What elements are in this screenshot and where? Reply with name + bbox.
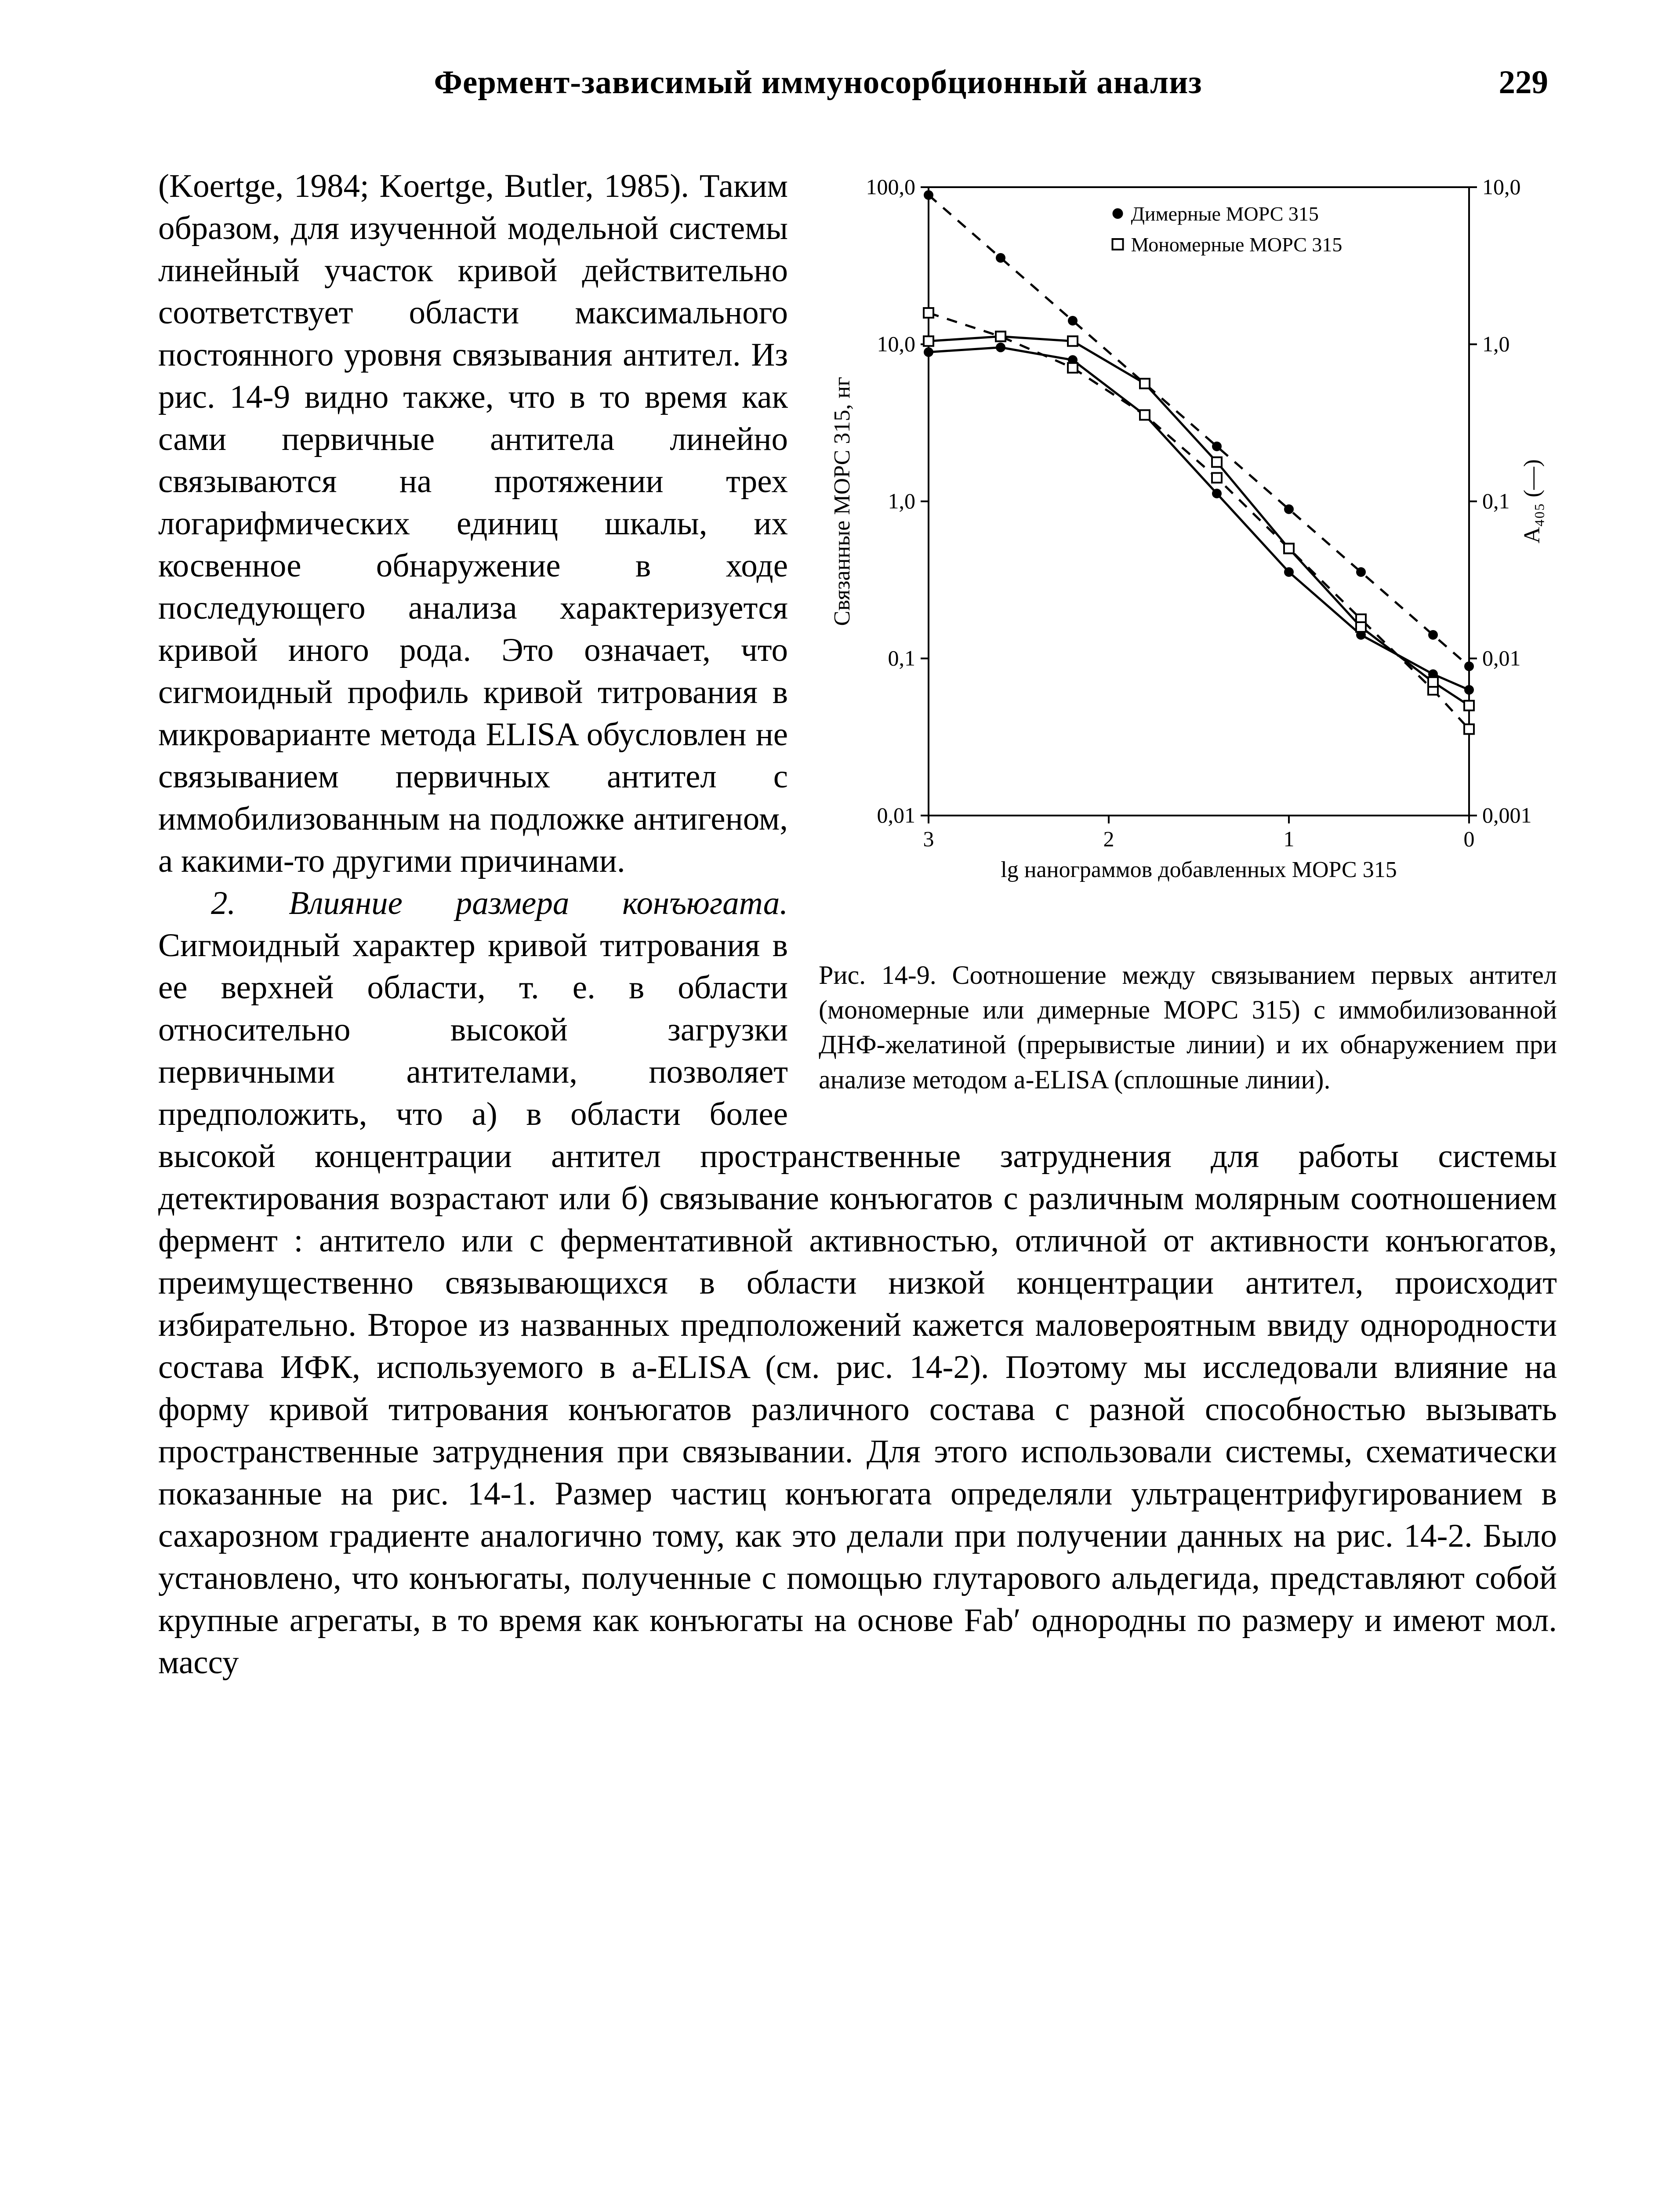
svg-text:Мономерные МОРС 315: Мономерные МОРС 315: [1131, 233, 1343, 256]
svg-text:2: 2: [1103, 827, 1114, 851]
svg-text:0,01: 0,01: [877, 803, 916, 827]
svg-text:100,0: 100,0: [866, 174, 916, 199]
svg-text:0,01: 0,01: [1482, 646, 1521, 671]
running-title: Фермент-зависимый иммуносорбционный анал…: [167, 62, 1469, 104]
svg-text:Связанные МОРС 315, нг: Связанные МОРС 315, нг: [830, 377, 855, 626]
svg-text:0,001: 0,001: [1482, 803, 1532, 827]
svg-text:1: 1: [1284, 827, 1295, 851]
svg-text:0,1: 0,1: [1482, 489, 1510, 513]
svg-text:A₄₀₅ (—): A₄₀₅ (—): [1520, 459, 1545, 544]
page-header: Фермент-зависимый иммуносорбционный анал…: [158, 62, 1557, 104]
svg-text:0: 0: [1464, 827, 1475, 851]
svg-text:1,0: 1,0: [888, 489, 916, 513]
page-content: 3 2 1 0 lg нанограммов добавленных МОРС 315 0…: [158, 165, 1557, 1684]
svg-text:lg нанограммов добавленных МОР: lg нанограммов добавленных МОРС 315: [1001, 857, 1397, 882]
svg-text:0,1: 0,1: [888, 646, 916, 671]
figure-caption: Рис. 14-9. Соотношение между связыванием…: [819, 958, 1557, 1097]
figure-block: 3 2 1 0 lg нанограммов добавленных МОРС 315 0…: [819, 165, 1557, 1097]
figure-14-9-chart: 3 2 1 0 lg нанограммов добавленных МОРС 315 0…: [819, 165, 1557, 921]
page-number: 229: [1469, 62, 1548, 104]
svg-text:10,0: 10,0: [1482, 174, 1521, 199]
svg-text:Димерные МОРС 315: Димерные МОРС 315: [1131, 203, 1319, 225]
svg-text:10,0: 10,0: [877, 332, 916, 356]
page: Фермент-зависимый иммуносорбционный анал…: [0, 0, 1680, 2197]
svg-text:1,0: 1,0: [1482, 332, 1510, 356]
paragraph-2-lead: 2. Влияние размера конъюгата.: [211, 885, 788, 921]
svg-text:3: 3: [923, 827, 934, 851]
